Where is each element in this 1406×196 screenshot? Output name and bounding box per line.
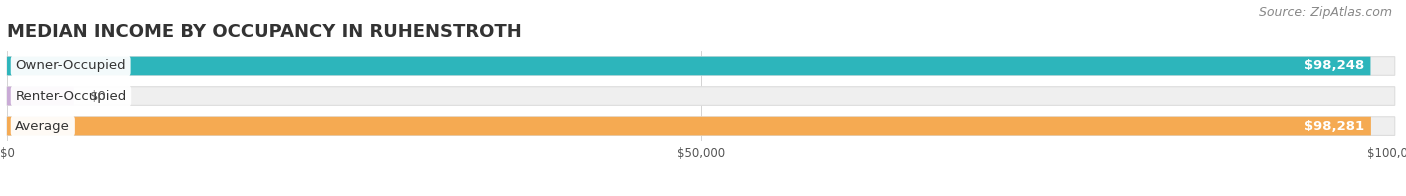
Text: $98,248: $98,248 (1303, 60, 1364, 73)
FancyBboxPatch shape (7, 57, 1371, 75)
FancyBboxPatch shape (7, 117, 1395, 135)
FancyBboxPatch shape (7, 87, 73, 105)
Text: MEDIAN INCOME BY OCCUPANCY IN RUHENSTROTH: MEDIAN INCOME BY OCCUPANCY IN RUHENSTROT… (7, 23, 522, 41)
FancyBboxPatch shape (7, 57, 1395, 75)
Text: Average: Average (15, 120, 70, 132)
Text: Owner-Occupied: Owner-Occupied (15, 60, 127, 73)
Text: Source: ZipAtlas.com: Source: ZipAtlas.com (1258, 6, 1392, 19)
Text: $0: $0 (90, 90, 107, 103)
Text: $98,281: $98,281 (1305, 120, 1364, 132)
FancyBboxPatch shape (7, 117, 1371, 135)
Text: Renter-Occupied: Renter-Occupied (15, 90, 127, 103)
FancyBboxPatch shape (7, 87, 1395, 105)
